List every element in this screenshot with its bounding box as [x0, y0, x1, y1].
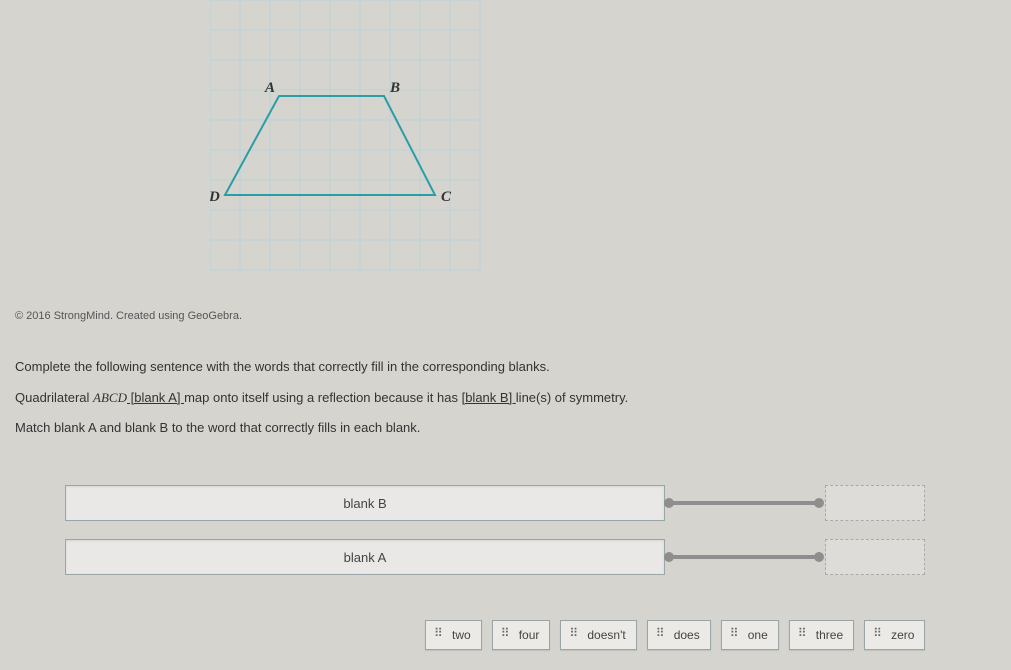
grip-icon — [875, 630, 885, 640]
grip-icon — [436, 630, 446, 640]
svg-text:A: A — [264, 80, 275, 96]
chip-label: doesn't — [587, 628, 625, 642]
drop-slot-blank-a[interactable]: blank A — [65, 539, 665, 575]
target-slot-a[interactable] — [825, 539, 925, 575]
grip-icon — [571, 630, 581, 640]
line2-suffix: line(s) of symmetry. — [516, 390, 628, 405]
instruction-line-1: Complete the following sentence with the… — [15, 355, 915, 380]
blank-b-placeholder: [blank B] — [462, 390, 516, 405]
chip-one[interactable]: one — [721, 620, 779, 650]
chip-doesnt[interactable]: doesn't — [560, 620, 636, 650]
trapezoid-graph: A B C D — [210, 0, 490, 295]
chip-does[interactable]: does — [647, 620, 711, 650]
match-area: blank B blank A — [65, 485, 995, 593]
grip-icon — [658, 630, 668, 640]
line2-mid: map onto itself using a reflection becau… — [184, 390, 462, 405]
grip-icon — [732, 630, 742, 640]
chip-label: two — [452, 628, 471, 642]
line2-prefix: Quadrilateral — [15, 390, 93, 405]
quad-name: ABCD — [93, 390, 127, 405]
grip-icon — [800, 630, 810, 640]
connector-b — [669, 501, 819, 505]
slot-row-blank-b: blank B — [65, 485, 995, 521]
chip-label: three — [816, 628, 843, 642]
chip-label: four — [519, 628, 540, 642]
chip-label: does — [674, 628, 700, 642]
svg-text:B: B — [389, 80, 400, 96]
svg-text:D: D — [210, 189, 220, 205]
instructions-block: Complete the following sentence with the… — [15, 355, 915, 447]
chip-two[interactable]: two — [425, 620, 482, 650]
drop-slot-blank-b[interactable]: blank B — [65, 485, 665, 521]
chip-zero[interactable]: zero — [864, 620, 925, 650]
connector-a — [669, 555, 819, 559]
instruction-line-3: Match blank A and blank B to the word th… — [15, 416, 915, 441]
slot-row-blank-a: blank A — [65, 539, 995, 575]
copyright-text: © 2016 StrongMind. Created using GeoGebr… — [15, 310, 242, 322]
grip-icon — [503, 630, 513, 640]
chip-four[interactable]: four — [492, 620, 551, 650]
answer-chip-row: two four doesn't does one three zero — [425, 620, 925, 650]
chip-three[interactable]: three — [789, 620, 854, 650]
chip-label: one — [748, 628, 768, 642]
blank-a-placeholder: [blank A] — [127, 390, 184, 405]
target-slot-b[interactable] — [825, 485, 925, 521]
instruction-line-2: Quadrilateral ABCD [blank A] map onto it… — [15, 386, 915, 411]
svg-text:C: C — [441, 189, 452, 205]
chip-label: zero — [891, 628, 914, 642]
